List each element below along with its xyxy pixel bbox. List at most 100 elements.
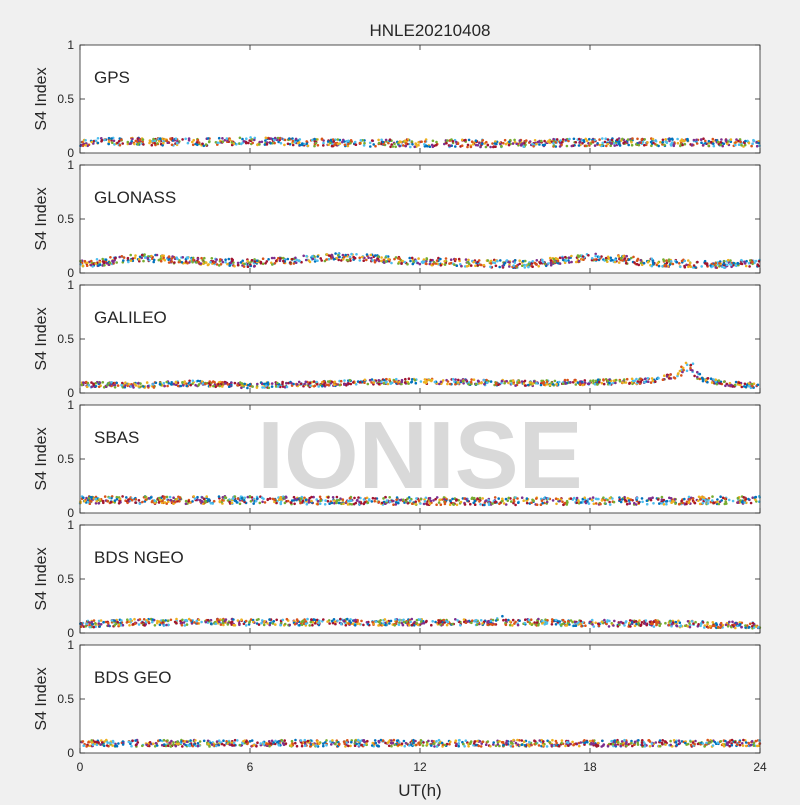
data-point	[384, 624, 387, 627]
data-point	[88, 621, 91, 624]
data-point	[684, 260, 687, 263]
data-point	[86, 262, 89, 265]
data-point	[333, 144, 336, 147]
data-point	[549, 383, 552, 386]
data-point	[737, 501, 740, 504]
data-point	[310, 618, 313, 621]
data-point	[646, 499, 649, 502]
data-point	[339, 618, 342, 621]
data-point	[97, 137, 100, 140]
data-point	[182, 256, 185, 259]
data-point	[470, 378, 473, 381]
data-point	[284, 139, 287, 142]
data-point	[515, 143, 518, 146]
data-point	[576, 622, 579, 625]
data-point	[266, 622, 269, 625]
data-point	[305, 381, 308, 384]
data-point	[322, 144, 325, 147]
data-point	[618, 624, 621, 627]
data-point	[355, 143, 358, 146]
data-point	[691, 143, 694, 146]
data-point	[423, 622, 426, 625]
data-point	[704, 499, 707, 502]
data-point	[316, 255, 319, 258]
data-point	[252, 621, 255, 624]
data-point	[185, 503, 188, 506]
data-point	[211, 257, 214, 260]
data-point	[407, 382, 410, 385]
data-point	[257, 618, 260, 621]
data-point	[706, 264, 709, 267]
data-point	[757, 265, 760, 268]
data-point	[559, 257, 562, 260]
data-point	[367, 383, 370, 386]
data-point	[434, 381, 437, 384]
data-point	[625, 260, 628, 263]
data-point	[243, 140, 246, 143]
data-point	[495, 619, 498, 622]
data-point	[369, 145, 372, 148]
data-point	[268, 745, 271, 748]
data-point	[130, 259, 133, 262]
data-point	[475, 139, 478, 142]
plot-area	[80, 525, 760, 633]
data-point	[685, 362, 688, 365]
data-point	[314, 258, 317, 261]
data-point	[573, 138, 576, 141]
data-point	[674, 377, 677, 380]
data-point	[313, 380, 316, 383]
data-point	[158, 620, 161, 623]
data-point	[281, 383, 284, 386]
data-point	[751, 261, 754, 264]
data-point	[542, 144, 545, 147]
data-point	[727, 625, 730, 628]
data-point	[260, 622, 263, 625]
data-point	[578, 260, 581, 263]
data-point	[377, 624, 380, 627]
data-point	[562, 382, 565, 385]
data-point	[309, 382, 312, 385]
data-point	[94, 382, 97, 385]
data-point	[652, 380, 655, 383]
data-point	[187, 256, 190, 259]
data-point	[485, 379, 488, 382]
data-point	[139, 382, 142, 385]
data-point	[702, 137, 705, 140]
data-point	[479, 146, 482, 149]
data-point	[333, 140, 336, 143]
data-point	[554, 260, 557, 263]
data-point	[512, 264, 515, 267]
data-point	[638, 502, 641, 505]
data-point	[668, 258, 671, 261]
data-point	[374, 739, 377, 742]
data-point	[365, 259, 368, 262]
data-point	[438, 619, 441, 622]
data-point	[599, 144, 602, 147]
data-point	[334, 623, 337, 626]
data-point	[337, 143, 340, 146]
data-point	[359, 142, 362, 145]
data-point	[632, 256, 635, 259]
data-point	[231, 621, 234, 624]
data-point	[295, 138, 298, 141]
data-point	[640, 380, 643, 383]
data-point	[743, 385, 746, 388]
data-point	[554, 380, 557, 383]
data-point	[97, 142, 100, 145]
data-point	[470, 146, 473, 149]
data-point	[631, 621, 634, 624]
data-point	[637, 622, 640, 625]
data-point	[309, 384, 312, 387]
data-point	[461, 144, 464, 147]
data-point	[621, 259, 624, 262]
data-point	[702, 502, 705, 505]
data-point	[134, 501, 137, 504]
data-point	[524, 260, 527, 263]
data-point	[630, 141, 633, 144]
data-point	[135, 140, 138, 143]
data-point	[373, 381, 376, 384]
data-point	[643, 262, 646, 265]
data-point	[181, 619, 184, 622]
data-point	[502, 265, 505, 268]
data-point	[522, 145, 525, 148]
